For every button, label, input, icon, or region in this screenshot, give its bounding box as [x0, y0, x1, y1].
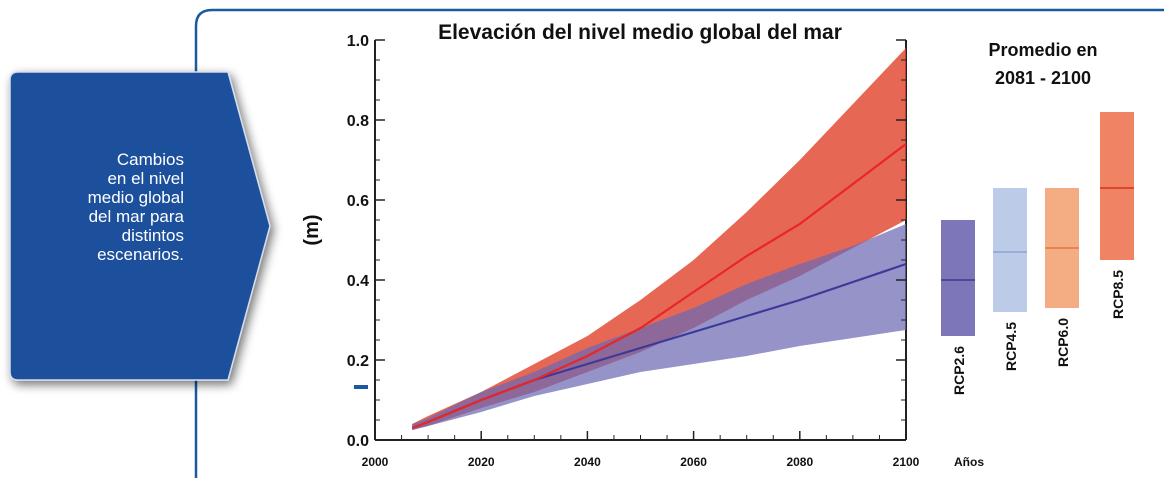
- y-tick-label: 0.6: [347, 193, 369, 210]
- x-tick-label: 2040: [574, 455, 601, 469]
- range-panel-title-line-1: Promedio en: [988, 40, 1097, 60]
- callout-text: Cambios en el nivel medio global del mar…: [16, 150, 184, 264]
- mean-line-rcp85: [411, 143, 907, 430]
- callout-line: en el nivel: [107, 169, 184, 188]
- range-label-rcp85: RCP8.5: [1110, 270, 1126, 319]
- x-tick-label: 2080: [786, 455, 813, 469]
- range-bar-rcp45: [993, 188, 1027, 312]
- range-bars: RCP2.6 RCP4.5 RCP6.0 RCP8.5: [941, 112, 1134, 395]
- y-tick-label: 0.8: [347, 113, 369, 130]
- projection-mean-lines: [411, 143, 907, 430]
- range-bar-rcp26: [941, 220, 975, 336]
- y-tick-label: 0.0: [347, 433, 369, 450]
- x-tick-label: 2020: [468, 455, 495, 469]
- band-rcp85: [412, 48, 906, 430]
- x-tick-label: 2000: [362, 455, 389, 469]
- range-panel-title-line-2: 2081 - 2100: [995, 68, 1091, 88]
- callout-line: medio global: [87, 188, 184, 207]
- x-tick-label: 2100: [893, 455, 920, 469]
- y-tick-label: 0.4: [347, 273, 369, 290]
- axis-ticks: 2000 2020 2040 2060 2080 2100 0.0 0.2 0.4 0.6 0.8 1…: [347, 33, 920, 469]
- x-tick-label: 2060: [680, 455, 707, 469]
- range-label-rcp26: RCP2.6: [951, 346, 967, 395]
- y-tick-label: 0.2: [347, 353, 369, 370]
- callout-line: Cambios: [116, 150, 184, 169]
- range-label-rcp60: RCP6.0: [1055, 318, 1071, 367]
- chart-title: Elevación del nivel medio global del mar: [438, 21, 842, 44]
- range-bar-rcp85: [1100, 112, 1134, 260]
- projection-bands: [412, 48, 906, 430]
- range-label-rcp45: RCP4.5: [1003, 322, 1019, 371]
- callout-box: [9, 71, 271, 381]
- range-panel-x-label: Años: [954, 455, 984, 469]
- y-axis-label: (m): [301, 214, 323, 245]
- y-axis-marker: [354, 385, 368, 389]
- callout-line: escenarios.: [97, 245, 184, 264]
- y-tick-label: 1.0: [347, 33, 369, 50]
- callout-line: del mar para: [88, 207, 184, 226]
- figure-frame: [194, 8, 1164, 478]
- callout-line: distintos: [121, 226, 184, 245]
